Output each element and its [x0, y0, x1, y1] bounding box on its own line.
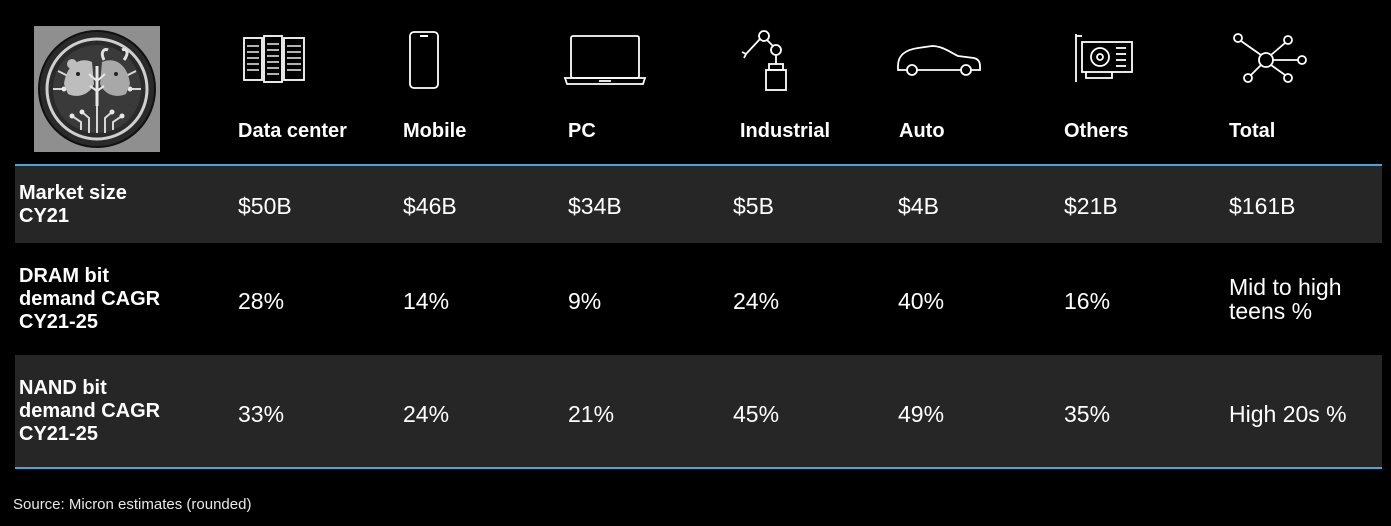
cell-market-size-mobile: $46B [403, 193, 457, 219]
table-top-rule [15, 164, 1382, 166]
table-row-nand [15, 355, 1382, 467]
cell-nand-data-center: 33% [238, 401, 285, 427]
cell-dram-auto: 40% [898, 288, 945, 314]
bull-bear-logo [34, 26, 160, 152]
cell-nand-auto: 49% [898, 401, 945, 427]
column-header-mobile: Mobile [403, 120, 467, 142]
cell-market-size-total: $161B [1229, 193, 1296, 219]
row-label-nand: NAND bit demand CAGR CY21-25 [19, 377, 161, 445]
cell-dram-pc: 9% [568, 288, 602, 314]
laptop-icon [563, 26, 648, 94]
cell-market-size-pc: $34B [568, 193, 622, 219]
network-nodes-icon [1232, 26, 1308, 94]
cell-dram-data-center: 28% [238, 288, 285, 314]
table-bottom-rule [15, 467, 1382, 469]
column-header-data-center: Data center [238, 120, 347, 142]
graphics-card-icon [1072, 26, 1136, 94]
row-label-dram: DRAM bit demand CAGR CY21-25 [19, 265, 161, 333]
source-footnote: Source: Micron estimates (rounded) [13, 496, 252, 513]
table-row-market-size [15, 166, 1382, 243]
cell-market-size-auto: $4B [898, 193, 939, 219]
cell-nand-total: High 20s % [1229, 401, 1347, 427]
smartphone-icon [405, 26, 445, 94]
column-header-industrial: Industrial [740, 120, 831, 142]
table-row-dram [15, 243, 1382, 355]
server-rack-icon [240, 26, 310, 94]
column-header-pc: PC [568, 120, 596, 142]
robot-arm-icon [738, 26, 798, 94]
cell-nand-mobile: 24% [403, 401, 450, 427]
column-header-auto: Auto [899, 120, 945, 142]
car-icon [894, 26, 982, 94]
cell-nand-industrial: 45% [733, 401, 780, 427]
cell-market-size-others: $21B [1064, 193, 1118, 219]
row-label-market-size: Market size CY21 [19, 182, 127, 227]
cell-nand-pc: 21% [568, 401, 615, 427]
column-header-total: Total [1229, 120, 1276, 142]
column-header-others: Others [1064, 120, 1129, 142]
cell-market-size-data-center: $50B [238, 193, 292, 219]
cell-dram-mobile: 14% [403, 288, 450, 314]
cell-dram-others: 16% [1064, 288, 1111, 314]
cell-nand-others: 35% [1064, 401, 1111, 427]
cell-dram-industrial: 24% [733, 288, 780, 314]
cell-dram-total: Mid to high teens % [1229, 274, 1342, 324]
cell-market-size-industrial: $5B [733, 193, 774, 219]
